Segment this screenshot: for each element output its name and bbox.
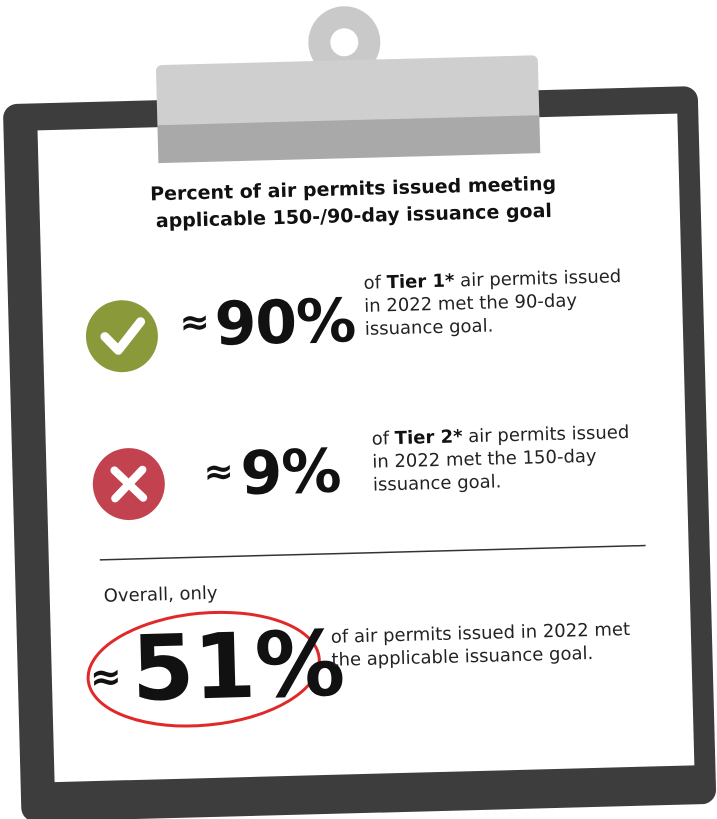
overall-intro: Overall, only	[103, 582, 217, 608]
page: {"title": "Percent of air permits issued…	[0, 0, 717, 819]
approx-symbol: ≈	[203, 451, 234, 493]
desc-bold: Tier 1*	[386, 270, 454, 293]
stat-value: 90%	[214, 285, 356, 361]
overall-description: of air permits issued in 2022 met the ap…	[331, 617, 652, 671]
desc-text: of	[371, 428, 395, 450]
stage: Percent of air permits issued meeting ap…	[0, 0, 717, 819]
stat-description: of Tier 2* air permits issued in 2022 me…	[371, 421, 643, 497]
approx-symbol: ≈	[89, 654, 122, 699]
desc-text: of	[363, 272, 387, 294]
stat-description: of Tier 1* air permits issued in 2022 me…	[363, 265, 635, 341]
overall-value: 51%	[130, 613, 345, 723]
approx-symbol: ≈	[179, 302, 210, 344]
clipboard: Percent of air permits issued meeting ap…	[0, 0, 717, 819]
desc-bold: Tier 2*	[395, 426, 463, 449]
stat-value: 9%	[240, 436, 342, 511]
